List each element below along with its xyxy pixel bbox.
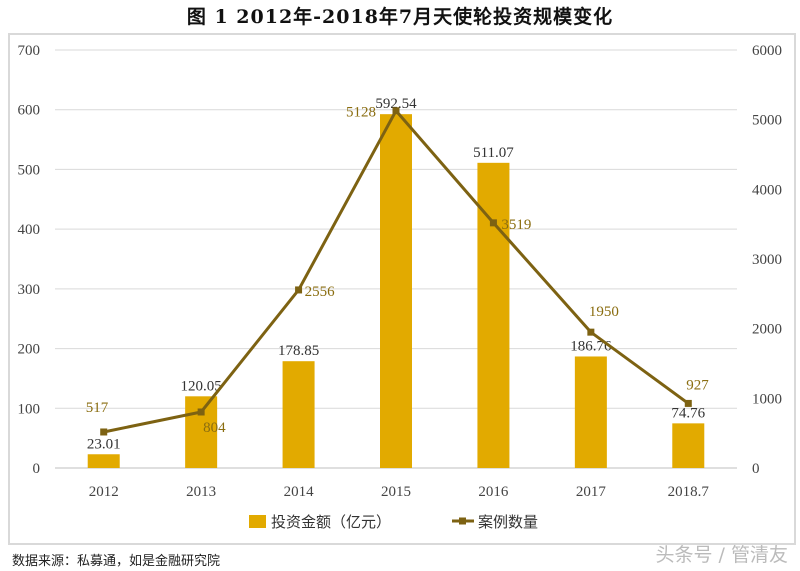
line-marker: [197, 408, 205, 416]
x-tick-label: 2018.7: [668, 484, 710, 500]
bar-data-label: 511.07: [473, 145, 514, 161]
y-tick-label: 300: [18, 282, 41, 298]
x-tick-label: 2015: [381, 484, 411, 500]
y-tick-label: 400: [18, 222, 41, 238]
line-marker: [100, 428, 108, 436]
line-marker: [392, 107, 400, 115]
line-marker: [684, 399, 692, 407]
chart-title: 图 1 2012年-2018年7月天使轮投资规模变化: [186, 6, 614, 28]
y2-tick-label: 2000: [752, 322, 782, 338]
line-marker: [489, 219, 497, 227]
line-data-label: 927: [686, 377, 709, 393]
x-tick-label: 2014: [284, 484, 315, 500]
bar: [185, 396, 218, 468]
x-tick-label: 2012: [89, 484, 119, 500]
y-tick-label: 0: [33, 461, 41, 477]
bar: [574, 356, 607, 468]
bar: [282, 361, 315, 468]
x-tick-label: 2013: [186, 484, 216, 500]
y2-tick-label: 4000: [752, 182, 782, 198]
y-tick-label: 700: [18, 43, 41, 59]
y-tick-label: 600: [18, 103, 41, 119]
y2-tick-label: 0: [752, 461, 760, 477]
bar-data-label: 74.76: [671, 405, 705, 421]
legend-line-marker: [459, 517, 466, 525]
line-marker: [587, 328, 595, 336]
bar: [380, 114, 412, 468]
bar: [477, 162, 510, 468]
line-data-label: 517: [86, 400, 109, 416]
y-tick-label: 100: [18, 401, 41, 417]
line-data-label: 3519: [501, 217, 531, 233]
line-marker: [295, 286, 303, 294]
bar-data-label: 592.54: [375, 96, 417, 112]
y2-tick-label: 6000: [752, 43, 782, 59]
legend-bar-swatch: [249, 515, 266, 528]
bar-data-label: 178.85: [278, 343, 319, 359]
y2-tick-label: 5000: [752, 113, 782, 129]
chart-frame: [8, 33, 796, 545]
bar-data-label: 186.76: [570, 338, 612, 354]
y-tick-label: 500: [18, 162, 41, 178]
bar: [672, 423, 705, 468]
bar-data-label: 23.01: [87, 436, 121, 452]
line-data-label: 5128: [346, 105, 376, 121]
y-tick-label: 200: [18, 342, 41, 358]
y2-tick-label: 1000: [752, 391, 782, 407]
source-note: 数据来源：私募通，如是金融研究院: [12, 554, 221, 569]
legend-bar-label: 投资金额（亿元）: [271, 513, 391, 531]
watermark: 头条号 / 管清友: [655, 544, 788, 566]
x-tick-label: 2017: [576, 484, 607, 500]
line-data-label: 1950: [589, 304, 619, 320]
legend-line-label: 案例数量: [478, 513, 538, 531]
x-tick-label: 2016: [478, 484, 509, 500]
line-data-label: 2556: [305, 284, 336, 300]
bar-data-label: 120.05: [181, 378, 222, 394]
y2-tick-label: 3000: [752, 252, 782, 268]
bar: [87, 454, 120, 468]
line-data-label: 804: [203, 420, 226, 436]
